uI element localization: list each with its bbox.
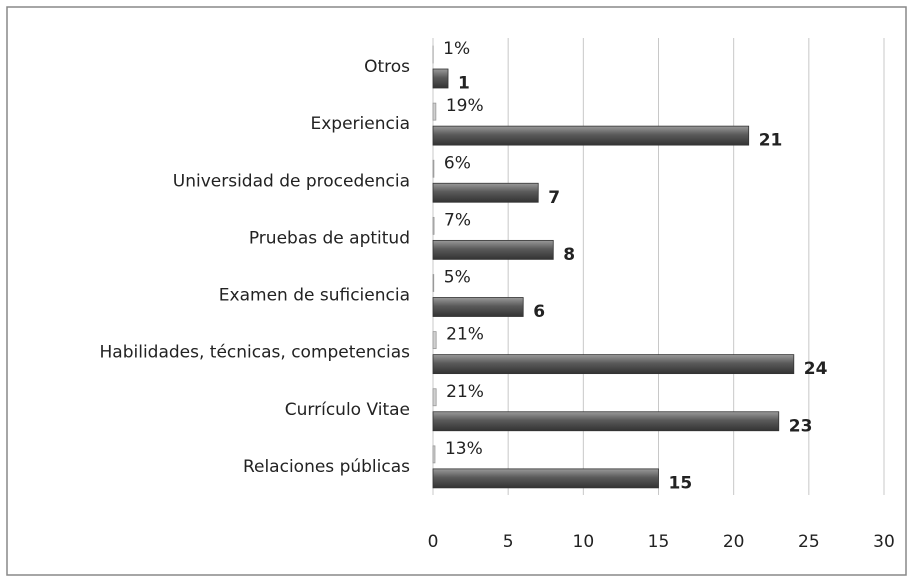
y-tick-label: Pruebas de aptitud	[249, 228, 410, 248]
y-tick-label: Currículo Vitae	[285, 400, 410, 420]
x-tick-label: 15	[648, 532, 670, 552]
data-label: 8	[563, 245, 575, 265]
bar	[432, 297, 524, 317]
x-tick-label: 20	[723, 532, 745, 552]
data-label: 6%	[444, 153, 471, 173]
bar	[432, 468, 659, 489]
y-tick-label: Universidad de procedencia	[173, 171, 410, 191]
data-label: 1%	[443, 39, 470, 59]
data-label: 13%	[445, 439, 483, 459]
x-tick-label: 0	[428, 532, 439, 552]
y-tick-label: Experiencia	[311, 114, 411, 134]
bar	[432, 354, 795, 375]
data-label: 24	[804, 359, 828, 379]
data-label: 1	[458, 74, 470, 94]
data-label: 21	[759, 131, 783, 151]
bar	[432, 239, 554, 260]
data-label: 7%	[444, 210, 471, 230]
bar	[432, 388, 437, 407]
data-label: 5%	[444, 268, 471, 288]
y-tick-label: Otros	[364, 57, 410, 77]
bar	[432, 411, 780, 432]
bar	[432, 125, 750, 146]
bar	[432, 445, 436, 464]
data-label: 15	[669, 473, 693, 493]
data-label: 19%	[446, 96, 484, 116]
bar	[432, 159, 435, 178]
data-label: 23	[789, 416, 813, 436]
bar	[432, 331, 437, 350]
data-label: 7	[548, 188, 560, 208]
bar	[432, 182, 539, 203]
chart-border	[6, 6, 907, 576]
x-tick-label: 25	[798, 532, 820, 552]
bar	[432, 216, 435, 235]
data-label: 21%	[446, 382, 484, 402]
bar	[432, 274, 435, 292]
x-tick-label: 10	[573, 532, 595, 552]
y-tick-label: Relaciones públicas	[243, 457, 410, 477]
x-tick-label: 30	[873, 532, 895, 552]
bar	[432, 68, 449, 89]
data-label: 6	[533, 302, 545, 322]
bar	[432, 102, 437, 121]
y-tick-label: Examen de suficiencia	[219, 286, 410, 306]
x-tick-label: 5	[503, 532, 514, 552]
data-label: 21%	[446, 325, 484, 345]
y-tick-label: Habilidades, técnicas, competencias	[100, 343, 411, 363]
